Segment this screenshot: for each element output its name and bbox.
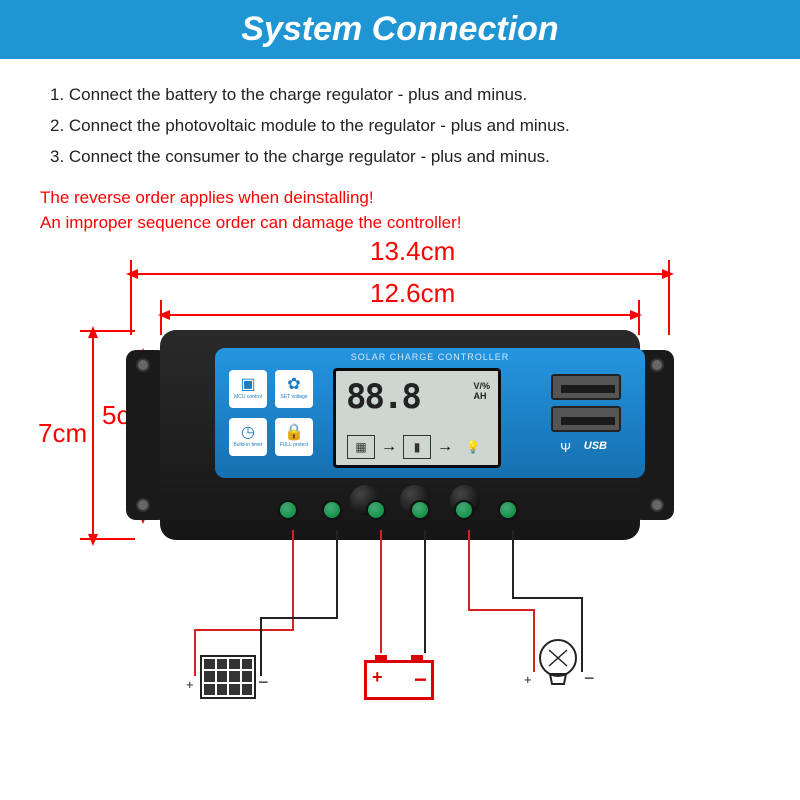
load-plus-label: +: [524, 672, 532, 687]
warning-block: The reverse order applies when deinstall…: [0, 181, 800, 240]
pv-plus-label: +: [186, 677, 194, 692]
header-banner: System Connection: [0, 0, 800, 59]
mount-hole-icon: [136, 358, 150, 372]
solar-panel-icon: [200, 655, 256, 699]
dim-width-inner: 12.6cm: [370, 278, 455, 309]
dim-tick: [80, 538, 135, 540]
wire-load-minus: [513, 530, 582, 672]
dim-arrow-icon: [88, 534, 98, 546]
icon-label: MCU control: [234, 395, 262, 400]
dim-height-outer: 7cm: [38, 418, 87, 449]
arrow-icon: →: [437, 438, 453, 456]
clock-icon: ◷: [241, 425, 255, 441]
usb-port-2[interactable]: [551, 406, 621, 432]
device-title: SOLAR CHARGE CONTROLLER: [215, 352, 645, 362]
step-2: Connect the photovoltaic module to the r…: [50, 110, 760, 141]
diagram: 13.4cm 12.6cm 7cm 5cm SOLAR CHARGE CONTR…: [0, 240, 800, 780]
mount-hole-icon: [650, 358, 664, 372]
warning-2: An improper sequence order can damage th…: [40, 210, 760, 236]
mount-hole-icon: [136, 498, 150, 512]
dim-arrow-icon: [88, 326, 98, 338]
warning-1: The reverse order applies when deinstall…: [40, 185, 760, 211]
dim-tick: [80, 330, 135, 332]
dim-width-outer: 13.4cm: [370, 236, 455, 267]
step-3: Connect the consumer to the charge regul…: [50, 141, 760, 172]
batt-plus-label: +: [372, 667, 383, 688]
icon-label: Build-in timer: [233, 443, 262, 448]
mcu-icon: ▣ MCU control: [229, 370, 267, 408]
dim-tick: [668, 260, 670, 335]
icon-label: FULL protect: [280, 443, 309, 448]
terminal-pv-minus[interactable]: [322, 500, 342, 520]
dim-line-outer-h: [92, 330, 94, 540]
terminal-load-plus[interactable]: [454, 500, 474, 520]
header-title: System Connection: [241, 10, 558, 48]
terminal-pv-plus[interactable]: [278, 500, 298, 520]
dim-arrow-icon: [126, 269, 138, 279]
chip-icon: ▣: [240, 377, 255, 393]
set-voltage-icon: ✿ SET voltage: [275, 370, 313, 408]
lcd-status-icons: ▦ → ▮ → 💡: [344, 435, 490, 459]
lcd-reading: 88.8: [346, 377, 420, 417]
pv-minus-label: −: [258, 672, 269, 693]
lock-icon: 🔒: [284, 425, 304, 441]
charge-controller: SOLAR CHARGE CONTROLLER ▣ MCU control ✿ …: [130, 330, 670, 540]
usb-trident-icon: Ψ: [560, 440, 571, 455]
face-plate: SOLAR CHARGE CONTROLLER ▣ MCU control ✿ …: [215, 348, 645, 478]
dim-tick: [130, 260, 132, 335]
gear-icon: ✿: [287, 377, 300, 393]
load-minus-label: −: [584, 668, 595, 689]
terminal-batt-plus[interactable]: [366, 500, 386, 520]
lcd-unit-top: V/%: [473, 381, 490, 392]
batt-minus-label: −: [414, 667, 427, 693]
dim-arrow-icon: [630, 310, 642, 320]
step-1: Connect the battery to the charge regula…: [50, 79, 760, 110]
arrow-icon: →: [381, 438, 397, 456]
dim-line-outer-w: [130, 273, 670, 275]
lcd-battery-icon: ▮: [403, 435, 431, 459]
wire-pv-minus: [261, 530, 337, 676]
dim-line-inner-w: [162, 314, 638, 316]
timer-icon: ◷ Build-in timer: [229, 418, 267, 456]
wire-load-plus: [469, 530, 534, 672]
protect-icon: 🔒 FULL protect: [275, 418, 313, 456]
mount-hole-icon: [650, 498, 664, 512]
lcd-solar-icon: ▦: [347, 435, 375, 459]
lcd-bulb-icon: 💡: [459, 435, 487, 459]
icon-label: SET voltage: [280, 395, 307, 400]
lcd-unit-bot: AH: [473, 391, 490, 402]
terminal-block: [278, 500, 518, 520]
lcd-units: V/% AH: [473, 381, 490, 403]
terminal-load-minus[interactable]: [498, 500, 518, 520]
terminal-batt-minus[interactable]: [410, 500, 430, 520]
bulb-icon: [540, 640, 576, 684]
lcd-display: 88.8 V/% AH ▦ → ▮ → 💡: [333, 368, 501, 468]
usb-port-1[interactable]: [551, 374, 621, 400]
usb-label: USB: [584, 440, 607, 452]
device-body: SOLAR CHARGE CONTROLLER ▣ MCU control ✿ …: [160, 330, 640, 540]
instruction-list: Connect the battery to the charge regula…: [0, 59, 800, 181]
